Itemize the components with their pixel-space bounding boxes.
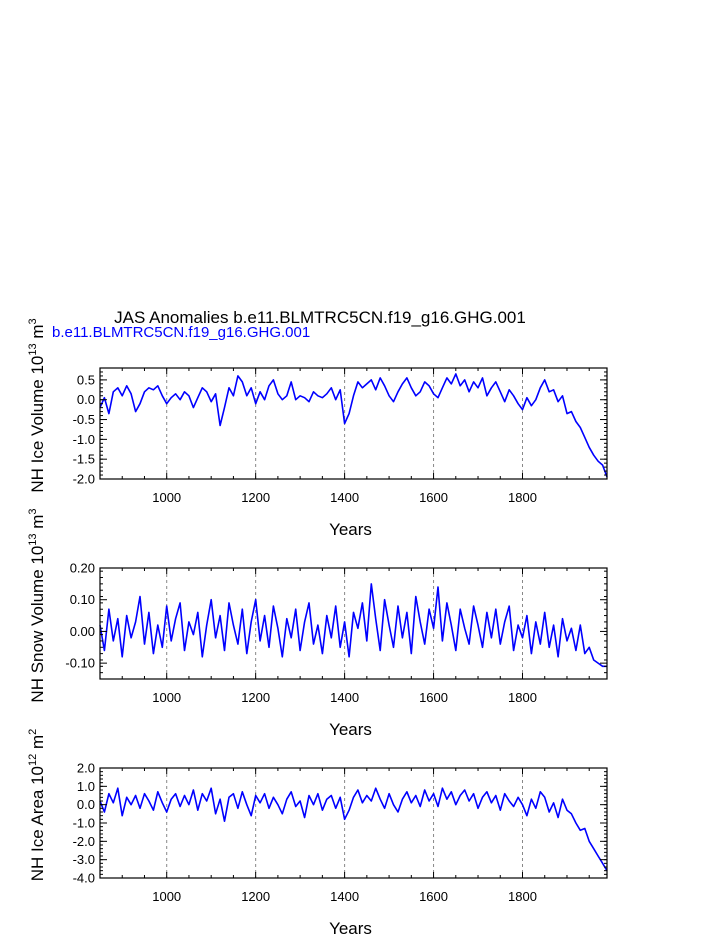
ice-area-y-tick-label: -2.0 (73, 834, 95, 849)
ice-area-y-axis-label-part: 2 (27, 729, 39, 735)
snow-volume-y-tick-label: 0.10 (70, 592, 95, 607)
ice-volume-panel: 1000 1200 1400 1600 1800 0.5 0.0 -0.5 -1.0 -1.5 -2… (27, 318, 608, 539)
ice-area-plot-frame (99, 767, 608, 879)
ice-area-x-tick-label: 1200 (241, 889, 270, 904)
ice-volume-y-tick-label: -2.0 (73, 472, 95, 487)
ice-volume-y-axis-label-part: m (28, 324, 47, 343)
ice-area-x-tick-label: 1000 (152, 889, 181, 904)
ice-volume-y-axis-label-part: 13 (27, 343, 39, 355)
ice-area-y-tick-label: -1.0 (73, 816, 95, 831)
ice-area-y-axis-label-part: m (28, 735, 47, 754)
snow-volume-y-axis-label-part: NH Snow Volume 10 (28, 546, 47, 703)
ice-volume-series-line (99, 373, 608, 478)
ice-area-y-tick-label: 2.0 (77, 761, 95, 776)
ice-volume-y-axis-label-part: 3 (27, 318, 39, 324)
figure-title: JAS Anomalies b.e11.BLMTRC5CN.f19_g16.GH… (114, 308, 526, 327)
ice-area-y-axis-label-part: NH Ice Area 10 (28, 766, 47, 881)
ice-volume-x-axis-label: Years (329, 520, 372, 539)
snow-volume-y-axis-label: NH Snow Volume 1013 m3 (27, 508, 47, 702)
snow-volume-y-tick-label: 0.20 (70, 561, 95, 576)
snow-volume-y-tick-label: -0.10 (65, 656, 95, 671)
snow-volume-y-axis-label-part: 3 (27, 508, 39, 514)
ice-volume-y-tick-label: -1.5 (73, 452, 95, 467)
ice-area-x-tick-label: 1400 (330, 889, 359, 904)
ice-area-x-tick-label: 1800 (508, 889, 537, 904)
snow-volume-x-tick-label: 1400 (330, 690, 359, 705)
ice-area-y-axis-label: NH Ice Area 1012 m2 (27, 729, 47, 882)
snow-volume-panel: 1000 1200 1400 1600 1800 0.20 0.10 0.00 -0.10 Yea… (27, 508, 608, 739)
ice-volume-y-tick-label: 0.0 (77, 392, 95, 407)
figure-subtitle: b.e11.BLMTRC5CN.f19_g16.GHG.001 (52, 324, 310, 341)
ice-volume-y-tick-label: -1.0 (73, 432, 95, 447)
ice-volume-y-tick-label: 0.5 (77, 372, 95, 387)
snow-volume-x-tick-label: 1000 (152, 690, 181, 705)
ice-volume-x-tick-label: 1600 (419, 490, 448, 505)
ice-volume-x-tick-label: 1000 (152, 490, 181, 505)
ice-volume-x-tick-label: 1200 (241, 490, 270, 505)
ice-area-x-tick-label: 1600 (419, 889, 448, 904)
snow-volume-y-axis-label-part: m (28, 515, 47, 534)
ice-area-y-tick-label: 0.0 (77, 797, 95, 812)
snow-volume-y-axis-label-part: 13 (27, 533, 39, 545)
snow-volume-plot-frame (99, 567, 608, 680)
ice-area-x-axis-label: Years (329, 919, 372, 935)
ice-area-y-tick-label: -3.0 (73, 852, 95, 867)
snow-volume-x-tick-label: 1800 (508, 690, 537, 705)
snow-volume-y-tick-label: 0.00 (70, 624, 95, 639)
ice-area-y-axis-label-part: 12 (27, 754, 39, 766)
ice-volume-x-tick-label: 1800 (508, 490, 537, 505)
ice-area-y-tick-label: 1.0 (77, 779, 95, 794)
snow-volume-series-line (99, 583, 607, 668)
snow-volume-x-tick-label: 1600 (419, 690, 448, 705)
snow-volume-x-tick-label: 1200 (241, 690, 270, 705)
ice-volume-plot-frame (99, 367, 608, 480)
ice-volume-y-axis-label-part: NH Ice Volume 10 (28, 356, 47, 493)
snow-volume-x-axis-label: Years (329, 720, 372, 739)
ice-volume-y-axis-label: NH Ice Volume 1013 m3 (27, 318, 47, 492)
ice-volume-y-tick-label: -0.5 (73, 412, 95, 427)
ice-area-panel: 1000 1200 1400 1600 1800 2.0 1.0 0.0 -1.0 -2.0 -3.… (27, 729, 608, 935)
ice-area-series-line (99, 787, 608, 872)
ice-area-y-tick-label: -4.0 (73, 871, 95, 886)
ice-volume-x-tick-label: 1400 (330, 490, 359, 505)
